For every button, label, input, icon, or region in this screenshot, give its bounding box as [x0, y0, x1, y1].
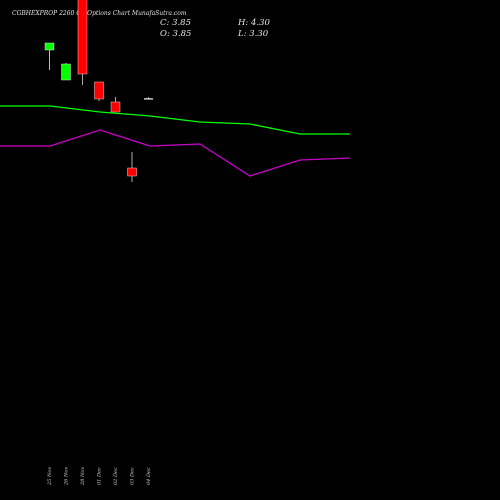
indicator-line-2 — [0, 129, 351, 177]
candle-body — [127, 167, 137, 177]
x-tick-label: 26 Nov — [64, 467, 70, 486]
candle-body — [110, 101, 121, 113]
open-value: O: 3.85 — [160, 29, 191, 39]
low-value: L: 3.30 — [237, 29, 269, 39]
candle-body — [77, 0, 88, 75]
indicator-line-1 — [0, 105, 350, 135]
x-tick-label: 02 Dec — [113, 467, 119, 485]
candle-body — [61, 63, 71, 81]
candle-body — [94, 81, 104, 100]
candle-body — [144, 98, 153, 100]
x-tick-label: 28 Nov — [80, 467, 86, 486]
close-value: C: 3.85 — [160, 18, 191, 28]
x-tick-label: 03 Dec — [130, 467, 136, 485]
x-tick-label: 25 Nov — [47, 467, 53, 486]
high-value: H: 4.30 — [237, 18, 270, 28]
x-tick-label: 04 Dec — [146, 467, 152, 485]
candle-body — [44, 42, 55, 51]
x-tick-label: 01 Dec — [97, 467, 103, 485]
chart-title: CGBHEXPROP 2260 CE Options Chart MunafaS… — [12, 10, 187, 17]
